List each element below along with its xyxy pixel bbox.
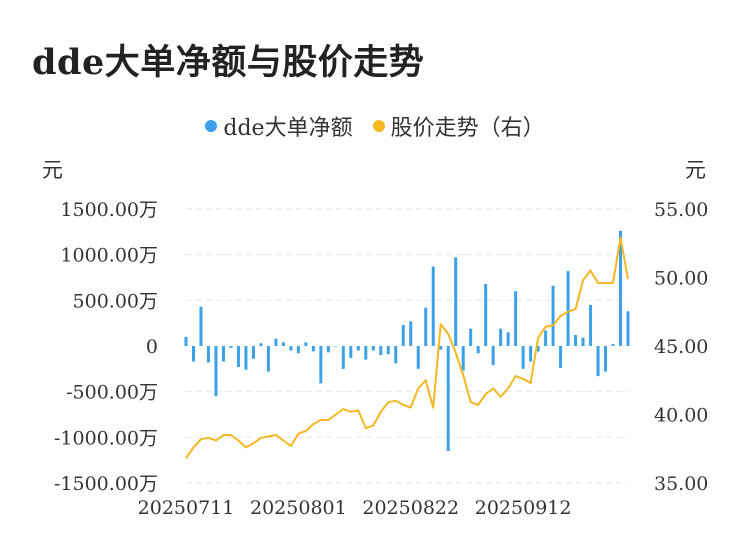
left-tick-label: 1000.00万 bbox=[60, 245, 158, 267]
bar bbox=[611, 344, 615, 346]
legend: dde大单净额 股价走势（右） bbox=[0, 110, 750, 142]
bar bbox=[319, 346, 323, 384]
bar bbox=[379, 346, 383, 356]
bar bbox=[499, 328, 503, 346]
bar bbox=[596, 346, 600, 377]
legend-label-dde: dde大单净额 bbox=[223, 116, 353, 141]
bar bbox=[221, 346, 225, 362]
bar bbox=[409, 321, 413, 346]
bar bbox=[454, 257, 458, 346]
bar bbox=[184, 336, 188, 346]
right-tick-label: 45.00 bbox=[654, 336, 708, 358]
bar-series bbox=[184, 230, 630, 452]
line-series bbox=[185, 236, 629, 459]
bar bbox=[529, 346, 533, 362]
x-axis: 20250711 20250801 20250822 20250912 bbox=[138, 497, 572, 519]
bar bbox=[244, 346, 248, 370]
bar bbox=[491, 346, 495, 366]
bar bbox=[349, 346, 353, 358]
bar bbox=[259, 343, 263, 346]
legend-item-price[interactable]: 股价走势（右） bbox=[372, 110, 545, 142]
left-tick-label: 0 bbox=[146, 336, 158, 358]
right-tick-label: 35.00 bbox=[654, 473, 708, 495]
left-tick-label: -1000.00万 bbox=[54, 427, 158, 449]
bar bbox=[274, 338, 278, 346]
bar bbox=[416, 346, 420, 369]
bar bbox=[236, 346, 240, 368]
bar bbox=[229, 346, 233, 348]
bar bbox=[424, 307, 428, 346]
x-tick-label: 20250912 bbox=[475, 497, 572, 519]
bar bbox=[304, 342, 308, 346]
bar bbox=[431, 266, 435, 346]
bar bbox=[589, 304, 593, 346]
bar bbox=[559, 346, 563, 368]
bar bbox=[401, 324, 405, 346]
bar bbox=[619, 230, 623, 346]
bar bbox=[574, 335, 578, 346]
bar bbox=[551, 285, 555, 346]
bar bbox=[311, 346, 315, 352]
left-axis-unit: 元 bbox=[42, 158, 63, 182]
bar bbox=[394, 346, 398, 364]
bar bbox=[266, 346, 270, 372]
right-axis: 元 55.00 50.00 45.00 40.00 35.00 bbox=[654, 158, 708, 495]
bar bbox=[281, 342, 285, 346]
bar bbox=[446, 346, 450, 452]
bar bbox=[206, 346, 210, 363]
bar bbox=[484, 283, 488, 346]
bar bbox=[214, 346, 218, 397]
bar bbox=[364, 346, 368, 360]
bar bbox=[514, 291, 518, 346]
right-tick-label: 55.00 bbox=[654, 199, 708, 221]
legend-dot-bar bbox=[205, 120, 218, 132]
right-axis-unit: 元 bbox=[685, 158, 706, 182]
legend-item-dde[interactable]: dde大单净额 bbox=[205, 110, 353, 142]
bar bbox=[506, 332, 510, 346]
legend-dot-line bbox=[372, 120, 385, 132]
bar bbox=[536, 346, 540, 352]
right-tick-label: 50.00 bbox=[654, 268, 708, 290]
bar bbox=[604, 346, 608, 372]
bar bbox=[476, 346, 480, 354]
bar bbox=[581, 337, 585, 346]
bar bbox=[566, 271, 570, 346]
left-tick-label: 1500.00万 bbox=[60, 199, 158, 221]
bar bbox=[199, 306, 203, 346]
bar bbox=[521, 346, 525, 369]
gridlines bbox=[186, 208, 628, 484]
bar bbox=[296, 346, 300, 354]
x-tick-label: 20250711 bbox=[138, 497, 235, 519]
bar bbox=[341, 346, 345, 369]
bar bbox=[386, 346, 390, 355]
chart-title: dde大单净额与股价走势 bbox=[32, 42, 425, 83]
x-tick-label: 20250822 bbox=[362, 497, 459, 519]
bar bbox=[469, 328, 473, 346]
bar bbox=[371, 346, 375, 351]
bar bbox=[289, 346, 293, 351]
x-tick-label: 20250801 bbox=[250, 497, 347, 519]
bar bbox=[356, 346, 360, 351]
left-tick-label: 500.00万 bbox=[73, 290, 158, 312]
bar bbox=[439, 346, 443, 350]
left-axis: 元 1500.00万 1000.00万 500.00万 0 -500.00万 -1000.0… bbox=[42, 158, 158, 495]
bar bbox=[461, 346, 465, 371]
bar bbox=[191, 346, 195, 362]
bar bbox=[326, 346, 330, 353]
right-tick-label: 40.00 bbox=[654, 405, 708, 427]
price-line bbox=[185, 236, 629, 459]
bar bbox=[626, 311, 630, 346]
left-tick-label: -1500.00万 bbox=[54, 473, 158, 495]
bar bbox=[544, 330, 548, 346]
bar bbox=[334, 346, 338, 347]
legend-label-price: 股价走势（右） bbox=[390, 116, 545, 141]
left-tick-label: -500.00万 bbox=[66, 382, 158, 404]
bar bbox=[251, 346, 255, 359]
